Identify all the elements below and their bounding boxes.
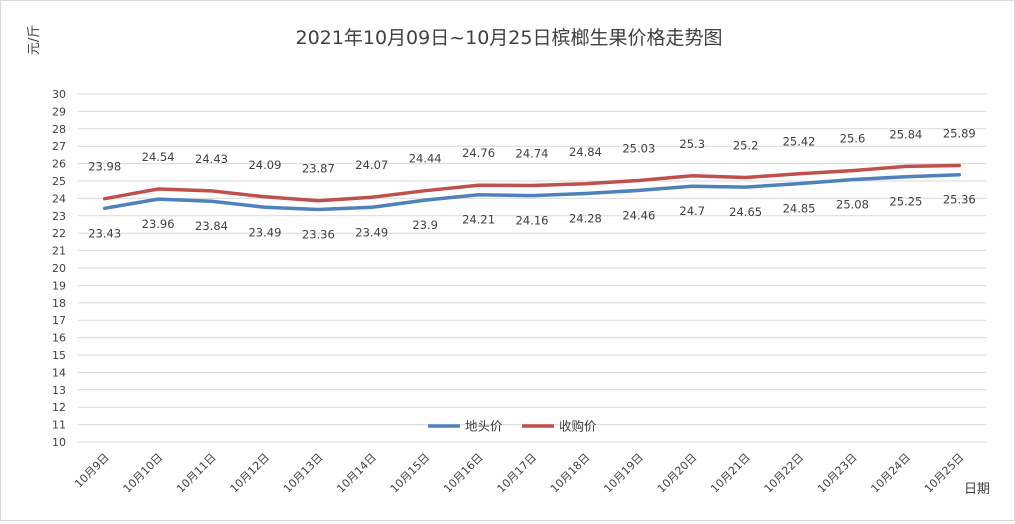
x-tick-label: 10月12日: [228, 451, 273, 496]
data-label: 24.7: [679, 204, 705, 218]
data-label: 23.36: [302, 228, 335, 242]
legend-label-shougoujia: 收购价: [559, 419, 597, 434]
data-label: 23.49: [248, 225, 281, 239]
data-label: 23.9: [412, 218, 438, 232]
x-tick-label: 10月17日: [495, 451, 540, 496]
series-line-0: [102, 172, 962, 212]
x-tick-label: 10月23日: [815, 451, 860, 496]
y-tick-label: 28: [52, 123, 66, 136]
x-tick-label: 10月18日: [548, 451, 593, 496]
data-label: 23.43: [88, 226, 121, 240]
data-label: 24.54: [142, 150, 175, 164]
series-lines: [102, 163, 962, 212]
data-label: 24.21: [462, 213, 495, 227]
x-tick-label: 10月20日: [655, 451, 700, 496]
y-tick-label: 12: [52, 401, 66, 414]
y-tick-label: 19: [52, 279, 66, 292]
data-label: 25.3: [679, 137, 705, 151]
data-label: 24.65: [729, 205, 762, 219]
y-tick-label: 27: [52, 140, 66, 153]
y-tick-label: 23: [52, 210, 66, 223]
x-tick-label: 10月13日: [281, 451, 326, 496]
y-tick-label: 29: [52, 105, 66, 118]
data-label: 24.43: [195, 152, 228, 166]
data-labels: 23.43 23.96 23.84 23.49 23.36 23.49 23.9 24.21 2…: [88, 127, 976, 242]
x-tick-label: 10月10日: [121, 451, 166, 496]
y-tick-label: 17: [52, 314, 66, 327]
data-label: 25.08: [836, 198, 869, 212]
data-label: 23.87: [302, 162, 335, 176]
y-axis-title: 元/斤: [27, 25, 42, 55]
y-tick-label: 22: [52, 227, 66, 240]
chart-title: 2021年10月09日~10月25日槟榔生果价格走势图: [296, 27, 723, 49]
x-tick-label: 10月25日: [922, 451, 967, 496]
legend-label-dijia: 地头价: [465, 419, 503, 434]
x-tick-label: 10月14日: [334, 451, 379, 496]
data-label: 24.85: [783, 202, 816, 216]
data-label: 23.84: [195, 219, 228, 233]
y-tick-label: 24: [52, 192, 66, 205]
y-tick-label: 14: [52, 366, 66, 379]
data-label: 25.6: [840, 132, 866, 146]
y-tick-label: 26: [52, 158, 66, 171]
data-label: 25.2: [733, 139, 759, 153]
data-label: 25.03: [622, 141, 655, 155]
x-tick-label: 10月15日: [388, 451, 433, 496]
data-label: 23.49: [355, 225, 388, 239]
data-label: 25.89: [943, 127, 976, 141]
x-tick-label: 10月11日: [174, 451, 219, 496]
x-tick-label: 10月22日: [762, 451, 807, 496]
data-label: 24.44: [409, 152, 442, 166]
data-label: 25.42: [783, 135, 816, 149]
x-tick-label: 10月9日: [72, 451, 112, 491]
data-label: 24.46: [622, 208, 655, 222]
data-label: 24.16: [516, 214, 549, 228]
data-label: 24.84: [569, 145, 602, 159]
y-tick-label: 15: [52, 349, 66, 362]
data-label: 23.96: [142, 217, 175, 231]
data-label: 24.09: [248, 158, 281, 172]
y-tick-label: 21: [52, 245, 66, 258]
y-axis-ticks: 10 11 12 13 14 15 16 17 18 19 20 21 22 23 24 25 26 27 28 29…: [52, 88, 66, 449]
legend: 地头价 收购价: [428, 419, 597, 434]
x-axis-ticks: 10月9日 10月10日 10月11日 10月12日 10月13日 10月14日 10月15…: [72, 451, 966, 496]
data-label: 23.98: [88, 160, 121, 174]
data-label: 24.76: [462, 146, 495, 160]
series-line-1: [102, 163, 962, 203]
x-axis-title: 日期: [964, 482, 990, 497]
y-tick-label: 16: [52, 332, 66, 345]
y-tick-label: 18: [52, 297, 66, 310]
y-tick-label: 30: [52, 88, 66, 101]
x-tick-label: 10月21日: [708, 451, 753, 496]
x-tick-label: 10月24日: [868, 451, 913, 496]
data-label: 25.84: [889, 127, 922, 141]
y-tick-label: 25: [52, 175, 66, 188]
x-tick-label: 10月19日: [601, 451, 646, 496]
data-label: 24.07: [355, 158, 388, 172]
y-tick-label: 20: [52, 262, 66, 275]
data-label: 25.25: [889, 195, 922, 209]
y-tick-label: 13: [52, 384, 66, 397]
data-label: 25.36: [943, 193, 976, 207]
y-tick-label: 11: [52, 419, 66, 432]
data-label: 24.74: [516, 147, 549, 161]
data-label: 24.28: [569, 212, 602, 226]
y-tick-label: 10: [52, 436, 66, 449]
x-tick-label: 10月16日: [441, 451, 486, 496]
gridlines: [78, 93, 986, 443]
